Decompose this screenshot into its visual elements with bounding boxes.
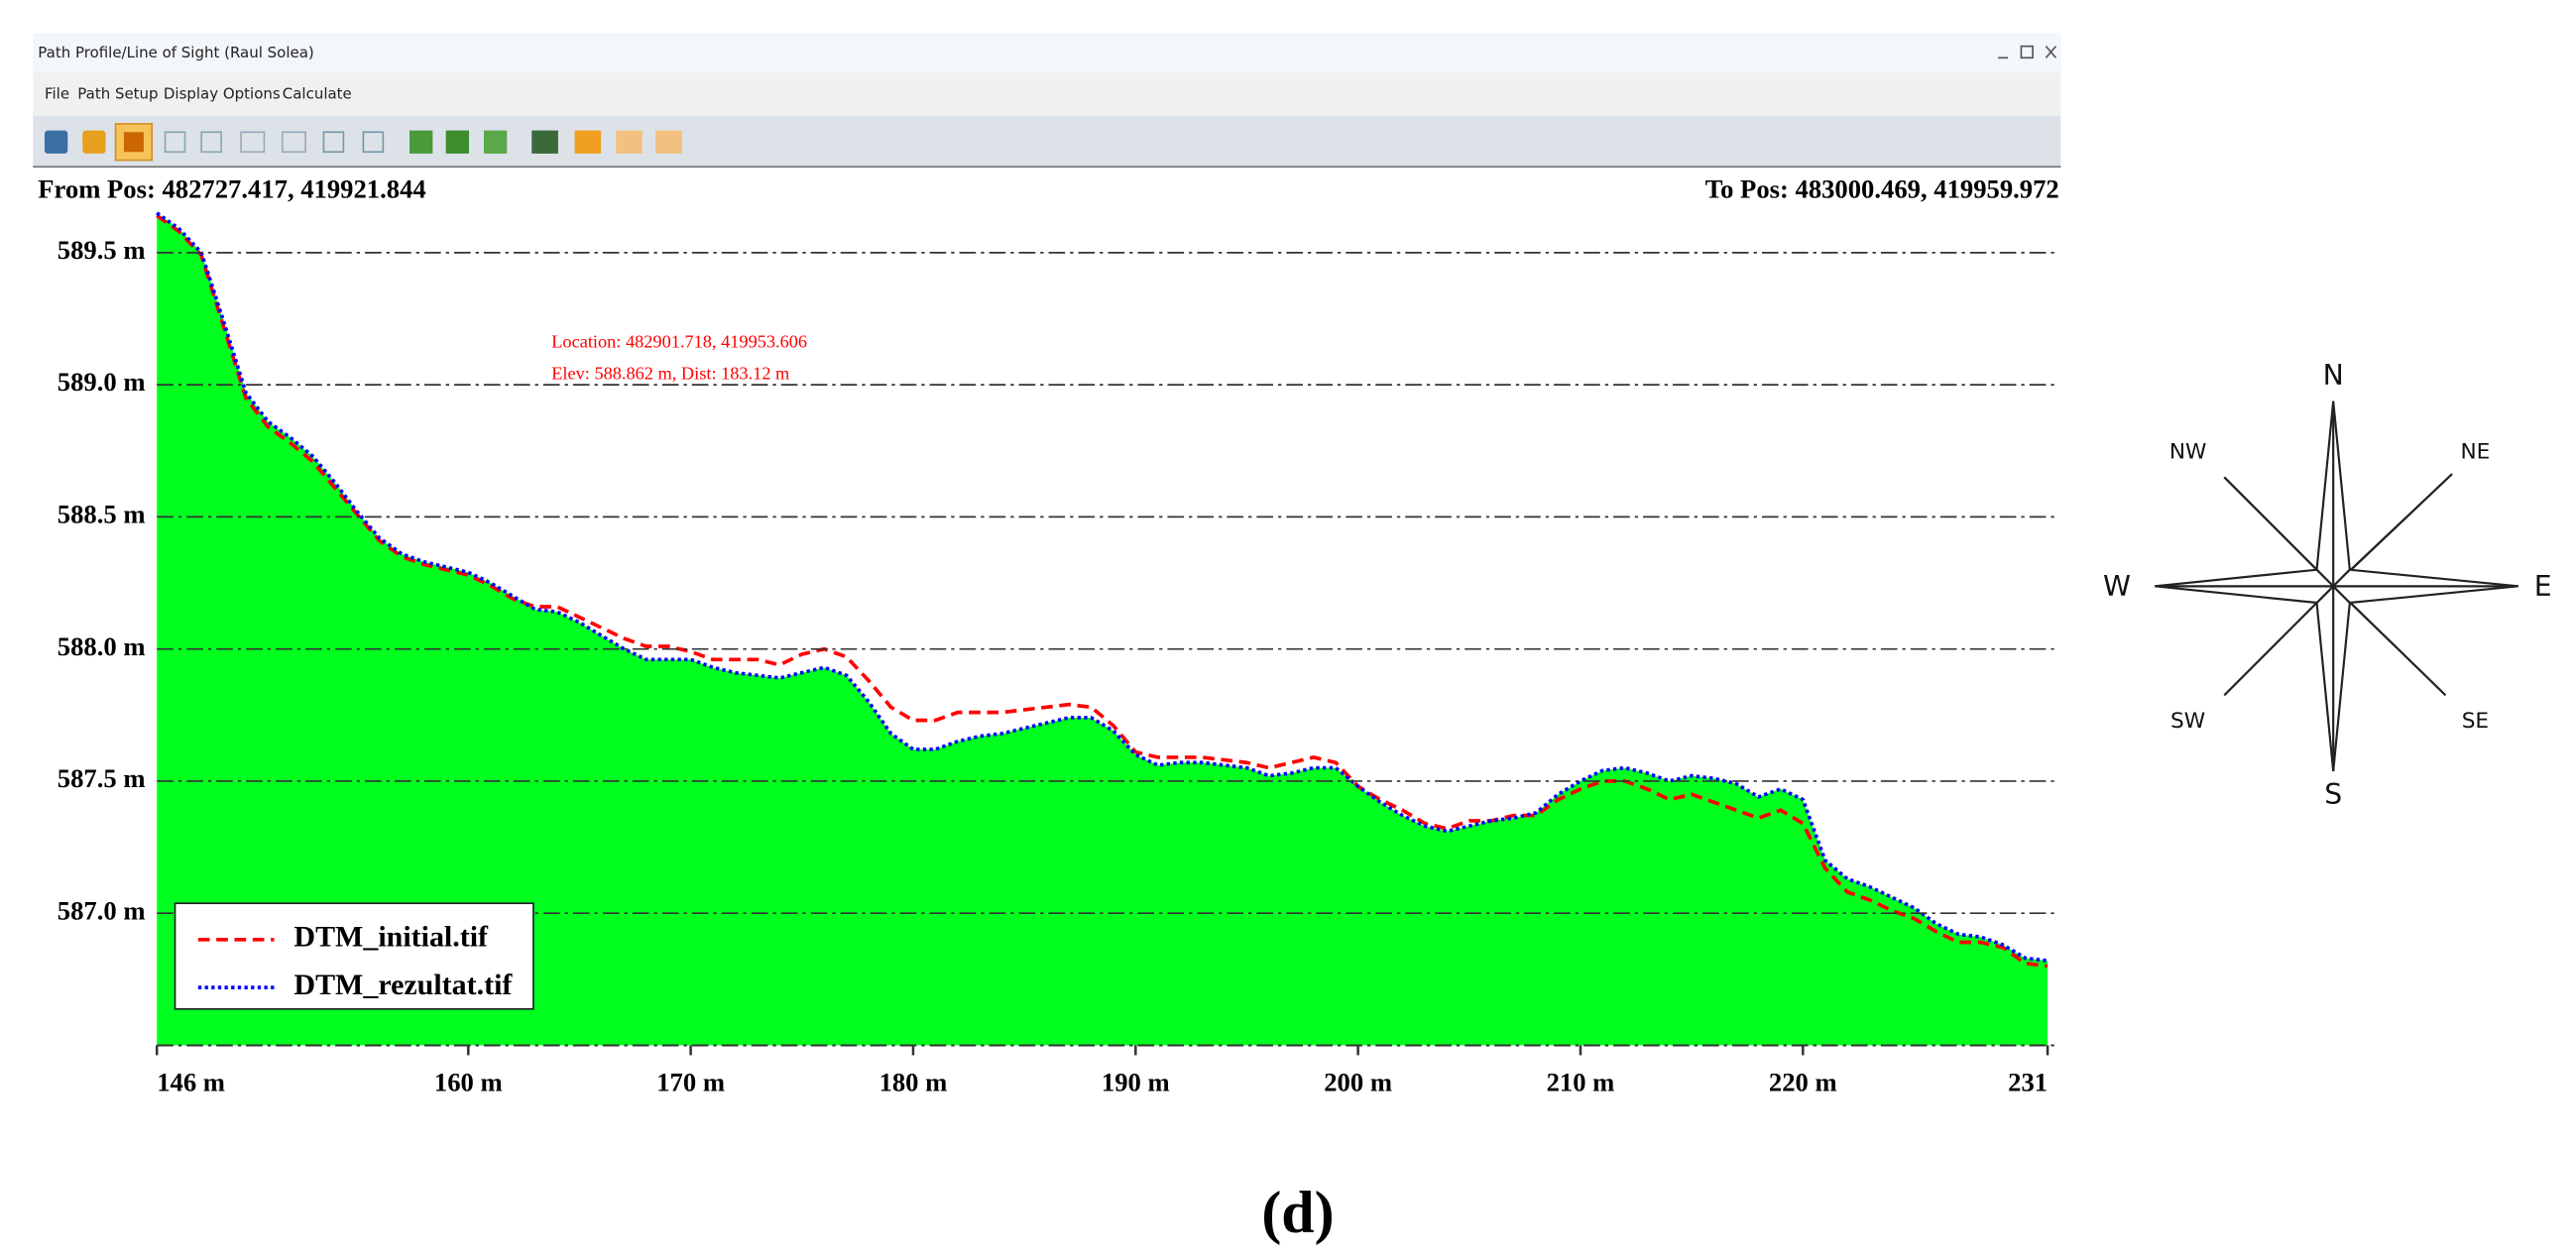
cursor-location: Location: 482901.718, 419953.606 (551, 332, 807, 352)
maximize-button[interactable] (2020, 45, 2034, 59)
tool-icon[interactable] (164, 131, 186, 154)
compass-label: SE (2462, 709, 2489, 734)
x-tick-label: 190 m (1102, 1068, 1170, 1097)
tool-icon[interactable] (362, 131, 385, 154)
tool-icon[interactable] (655, 130, 682, 154)
tool-icon[interactable] (240, 131, 266, 154)
x-tick-label: 160 m (434, 1068, 503, 1097)
compass-label: N (2323, 359, 2344, 392)
menu-item[interactable]: Path Setup (77, 84, 158, 102)
tool-icon[interactable] (200, 131, 222, 154)
compass-axis (2155, 401, 2518, 771)
menu-item[interactable]: File (45, 84, 69, 102)
y-tick-label: 588.0 m (58, 631, 146, 661)
legend-label: DTM_rezultat.tif (293, 969, 513, 1001)
tool-icon[interactable] (574, 130, 602, 154)
y-tick-label: 588.5 m (58, 500, 146, 529)
compass-label: E (2534, 570, 2552, 603)
tool-icon[interactable] (44, 130, 68, 154)
y-tick-label: 589.5 m (58, 235, 146, 265)
window-title: Path Profile/Line of Sight (Raul Solea) (38, 44, 313, 61)
x-tick-label: 220 m (1769, 1068, 1837, 1097)
menu-item[interactable]: Display Options (164, 84, 281, 102)
compass-label: W (2103, 570, 2131, 603)
legend-label: DTM_initial.tif (293, 921, 489, 954)
x-tick-label: 180 m (879, 1068, 948, 1097)
tool-icon[interactable] (322, 131, 345, 154)
tool-icon[interactable] (410, 130, 433, 154)
y-tick-label: 587.0 m (58, 895, 146, 925)
legend: DTM_initial.tif DTM_rezultat.tif (174, 902, 534, 1010)
title-bar (33, 33, 2061, 73)
tool-icon[interactable] (531, 130, 558, 154)
x-tick-label: 200 m (1324, 1068, 1392, 1097)
close-button[interactable] (2045, 46, 2057, 58)
tool-icon[interactable] (281, 131, 306, 154)
y-tick-label: 587.5 m (58, 763, 146, 793)
compass-label: NW (2169, 439, 2207, 464)
to-position: To Pos: 483000.469, 419959.972 (1705, 173, 2059, 203)
tool-icon[interactable] (445, 130, 469, 154)
figure-caption: (d) (1261, 1180, 1334, 1245)
compass-label: S (2324, 778, 2342, 811)
compass-rose (2155, 401, 2518, 772)
compass-label: NE (2460, 439, 2490, 464)
toolbar (33, 115, 2061, 168)
from-position: From Pos: 482727.417, 419921.844 (38, 173, 425, 203)
profile-line (156, 214, 2049, 969)
profile-line (156, 211, 2049, 963)
plot: 587.0 m 587.5 m 588.0 m 588.5 m 589.0 m 589.5… (58, 211, 2054, 1097)
legend-box (174, 902, 534, 1010)
terrain-area (157, 212, 2049, 1046)
x-tick-label: 146 m (157, 1068, 225, 1097)
menu-item[interactable]: Calculate (283, 84, 352, 102)
tool-icon[interactable] (123, 132, 144, 153)
compass-label: SW (2170, 709, 2205, 734)
y-tick-label: 589.0 m (58, 367, 146, 397)
x-tick-label: 210 m (1547, 1068, 1615, 1097)
x-tick-label: 231 (2008, 1068, 2048, 1097)
window-controls[interactable] (1998, 45, 2057, 59)
tool-icon[interactable] (616, 130, 643, 154)
toolbar-icons (44, 123, 682, 162)
cursor-elevation: Elev: 588.862 m, Dist: 183.12 m (551, 363, 789, 383)
tool-icon[interactable] (82, 130, 106, 154)
tool-icon[interactable] (483, 130, 508, 154)
x-tick-label: 170 m (656, 1068, 725, 1097)
menu-bar (33, 72, 2061, 116)
